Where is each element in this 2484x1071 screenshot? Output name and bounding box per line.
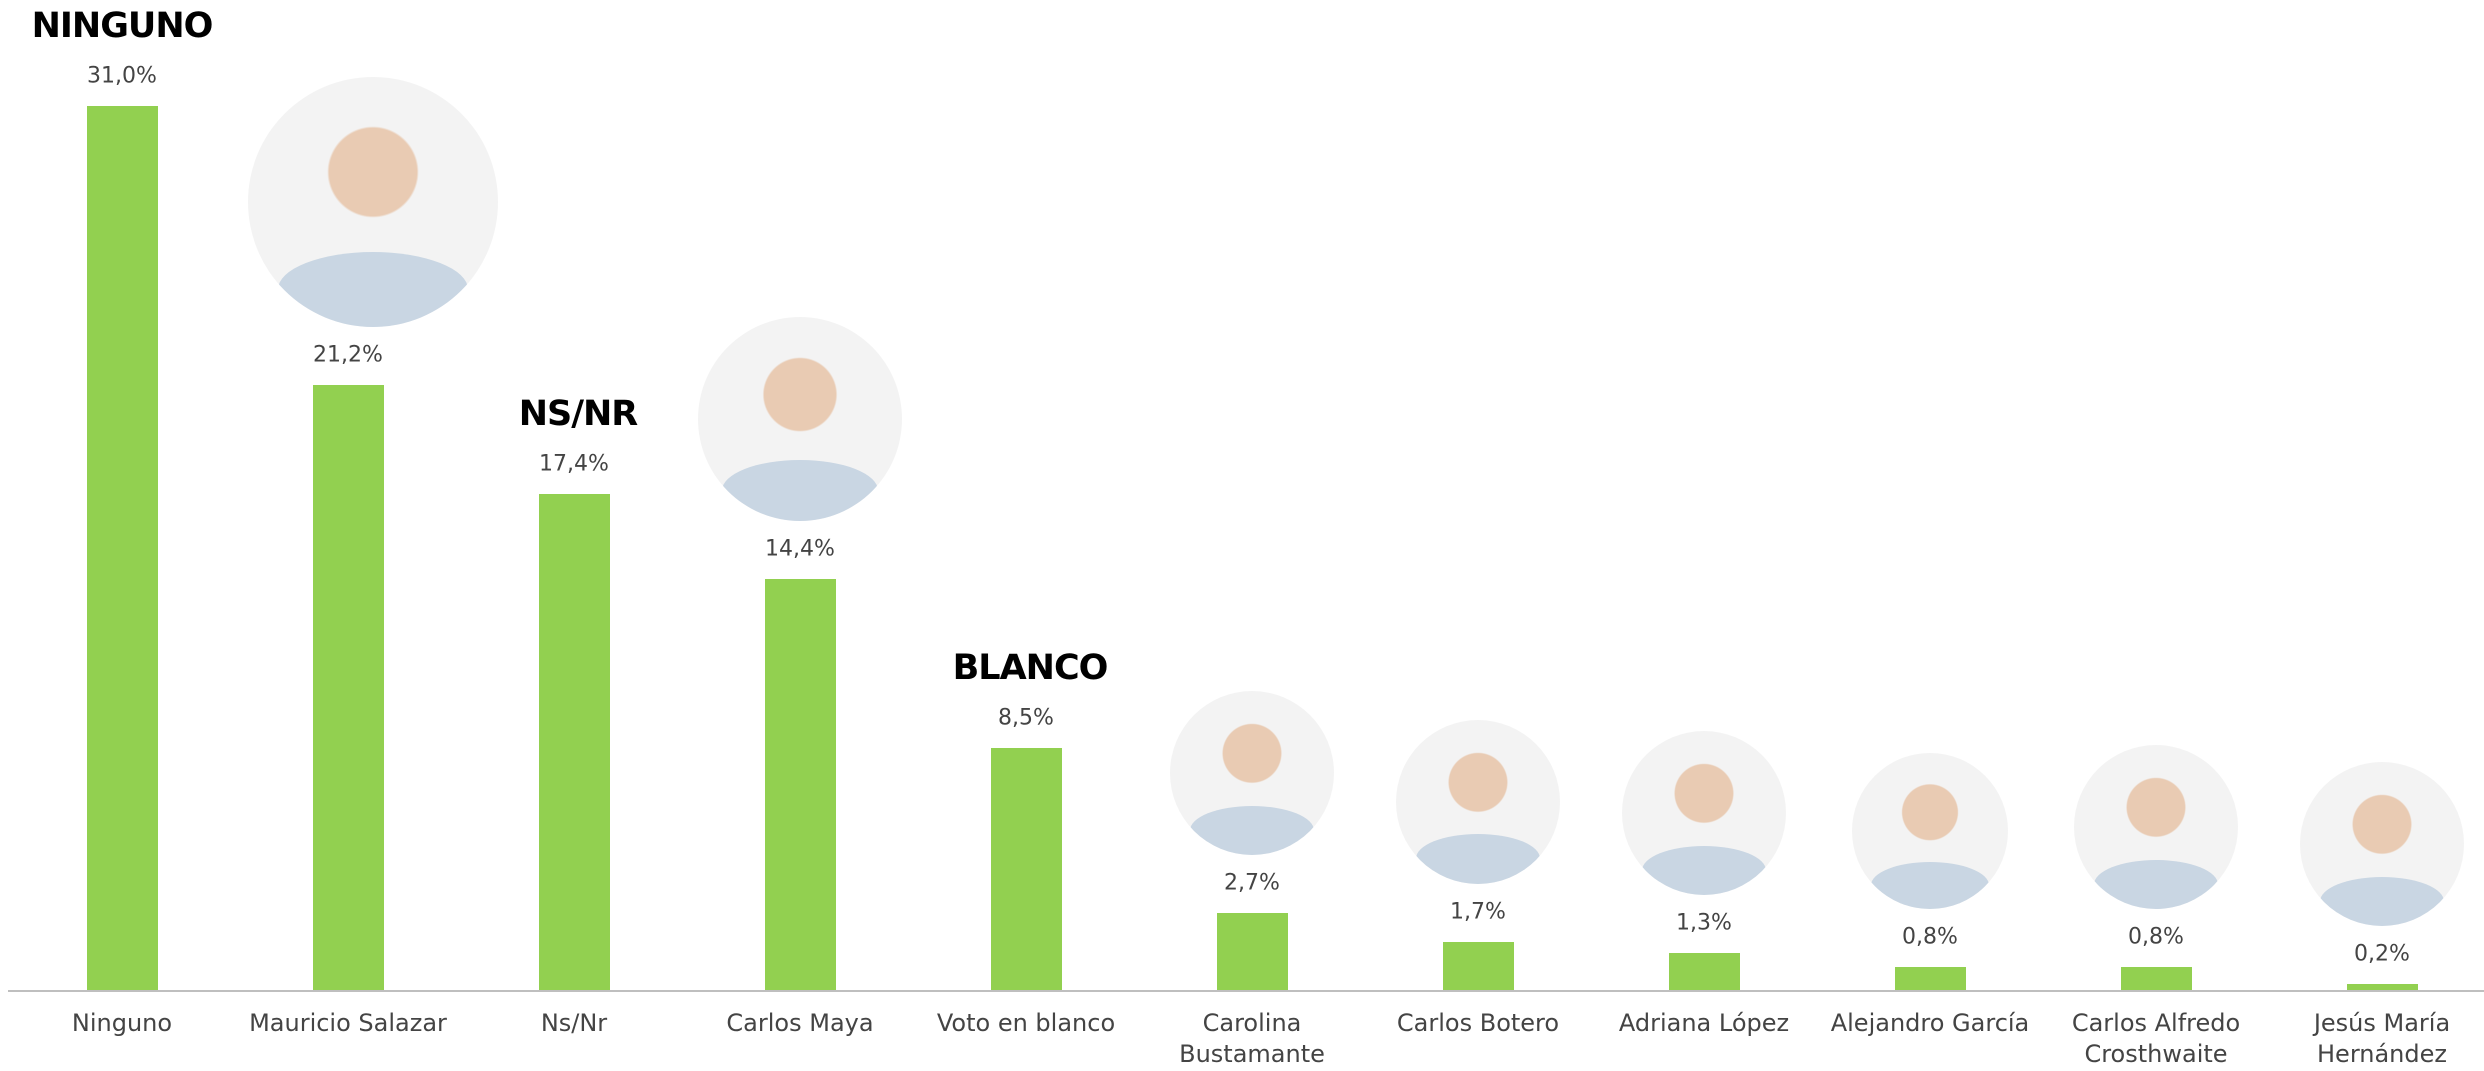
candidate-photo: [1852, 753, 2008, 910]
bar: [990, 747, 1062, 990]
value-label: 1,7%: [1450, 899, 1506, 925]
bar: [2120, 967, 2192, 990]
bar: [2346, 984, 2418, 990]
candidate-photo: [1396, 719, 1560, 884]
value-label: 0,8%: [2128, 924, 2184, 950]
category-label: Adriana López: [1618, 1009, 1790, 1037]
bar: [1216, 913, 1288, 990]
annotation: BLANCO: [952, 647, 1109, 688]
value-label: 2,7%: [1224, 870, 1280, 896]
annotation: NINGUNO: [31, 6, 214, 46]
bar: [312, 385, 384, 990]
baseline: [8, 990, 2484, 992]
category-label: Alejandro García: [1830, 1009, 2030, 1037]
value-label: 1,3%: [1676, 910, 1732, 936]
candidate-photo: [1170, 691, 1334, 855]
value-label: 31,0%: [87, 63, 157, 89]
value-label: 21,2%: [313, 342, 383, 368]
candidate-photo: [248, 77, 498, 328]
value-label: 17,4%: [539, 451, 609, 477]
annotation: NS/NR: [518, 393, 639, 434]
category-label: Carlos Botero: [1396, 1009, 1560, 1037]
candidate-photo: [2300, 762, 2464, 927]
candidate-photo: [2074, 745, 2238, 910]
value-label: 14,4%: [765, 536, 835, 562]
category-label: Ninguno: [71, 1009, 173, 1037]
candidate-photo: [1622, 730, 1786, 895]
value-label: 8,5%: [998, 705, 1054, 731]
bar: [1668, 952, 1740, 990]
category-label: Jesús María Hernández: [2313, 1009, 2451, 1068]
value-label: 0,8%: [1902, 924, 1958, 950]
category-label: Mauricio Salazar: [249, 1009, 447, 1037]
category-label: Carolina Bustamante: [1179, 1009, 1325, 1068]
category-label: Ns/Nr: [540, 1009, 608, 1037]
category-label: Carlos Alfredo Crosthwaite: [2071, 1009, 2241, 1068]
bar: [764, 579, 836, 990]
value-label: 0,2%: [2354, 941, 2410, 967]
category-label: Carlos Maya: [726, 1009, 874, 1037]
candidate-photo: [698, 317, 902, 522]
bar: [1442, 941, 1514, 990]
bar: [86, 106, 158, 990]
category-label: Voto en blanco: [936, 1009, 1116, 1037]
bar: [1894, 967, 1966, 990]
bar: [538, 493, 610, 990]
